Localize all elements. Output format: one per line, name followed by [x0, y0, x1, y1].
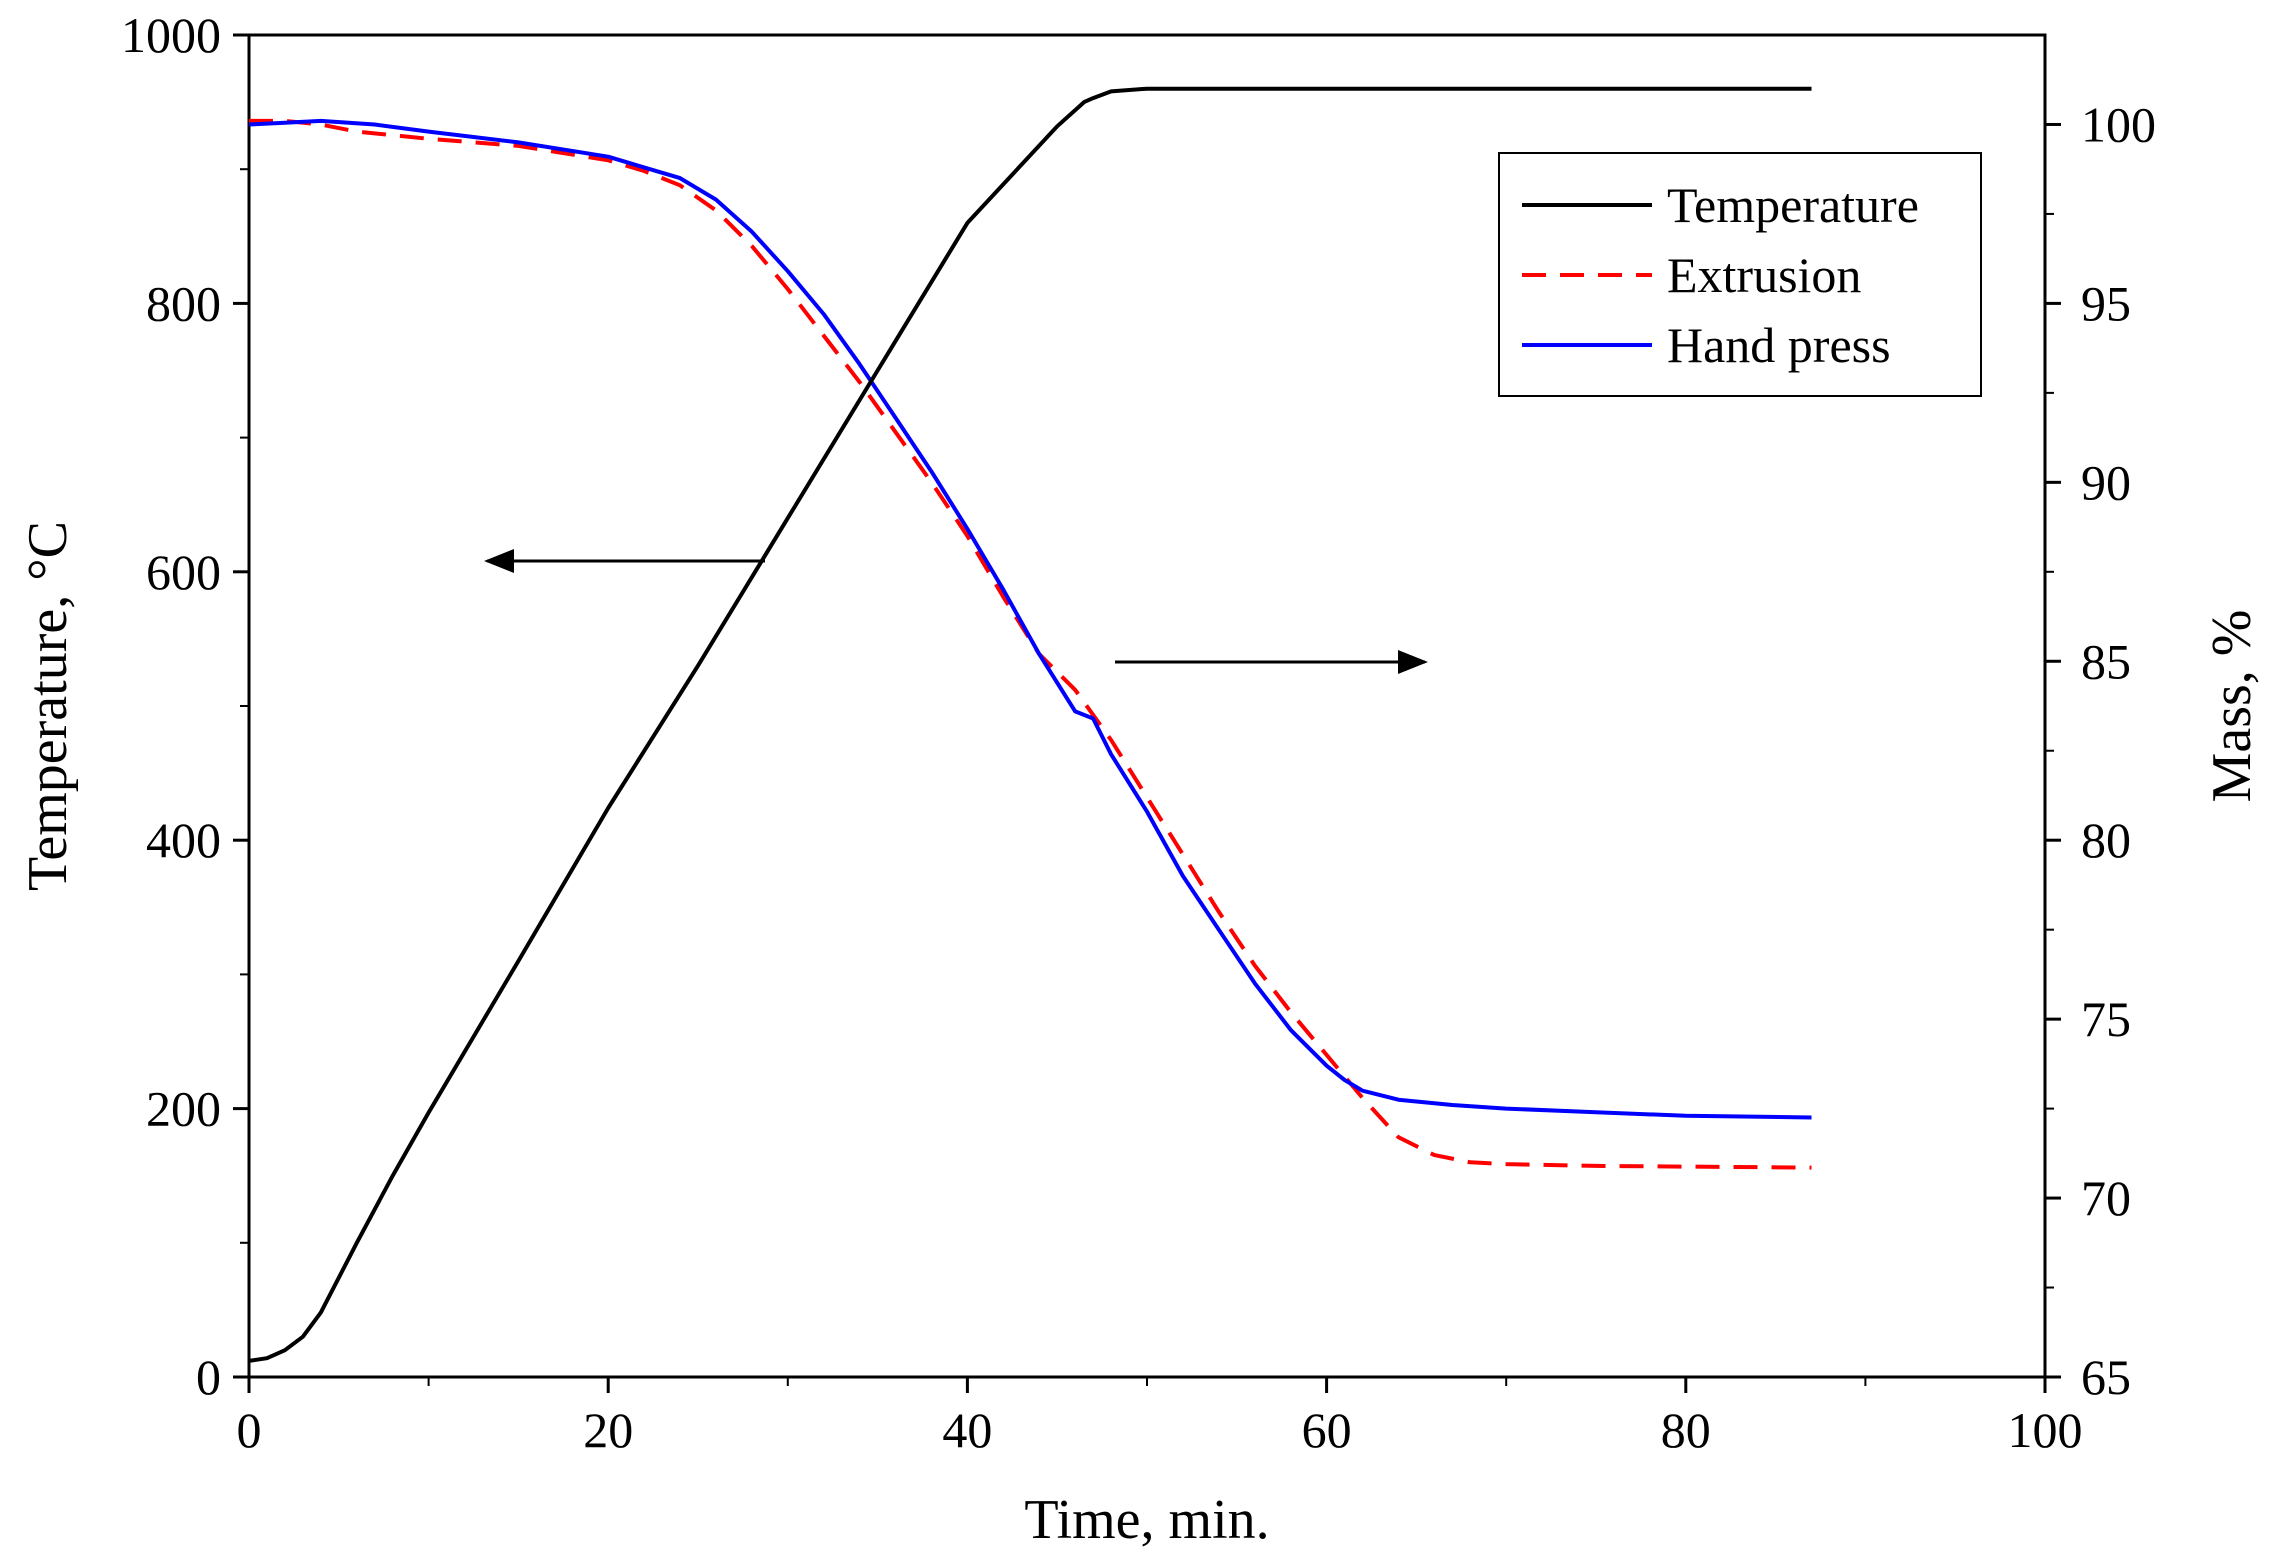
y-right-tick-label-6: 95: [2081, 275, 2131, 331]
y-right-tick-label-7: 100: [2081, 96, 2156, 152]
x-tick-label-1: 20: [583, 1402, 633, 1458]
y-left-tick-label-4: 800: [146, 275, 221, 331]
y-left-tick-label-3: 600: [146, 544, 221, 600]
x-tick-label-2: 40: [942, 1402, 992, 1458]
y-right-tick-label-3: 80: [2081, 812, 2131, 868]
series-line-hand-press: [248, 118, 1812, 1120]
x-tick-label-5: 100: [2008, 1402, 2083, 1458]
y-right-tick-label-4: 85: [2081, 633, 2131, 689]
y-right-tick-label-2: 75: [2081, 991, 2131, 1047]
axis-ticks: 0 20 40 60 80 1000200400600800100065707580859…: [121, 7, 2156, 1458]
legend-label-extrusion: Extrusion: [1667, 247, 1861, 303]
x-axis-title: Time, min.: [1024, 1489, 1269, 1551]
y-right-axis-title: Mass, %: [2201, 610, 2263, 803]
legend-label-hand-press: Hand press: [1667, 317, 1891, 373]
y-left-tick-label-5: 1000: [121, 7, 221, 63]
data-series: [248, 86, 1812, 1363]
y-right-tick-label-5: 90: [2081, 454, 2131, 510]
y-left-tick-label-2: 400: [146, 812, 221, 868]
legend-label-temperature: Temperature: [1667, 177, 1919, 233]
y-right-tick-label-1: 70: [2081, 1170, 2131, 1226]
y-right-tick-label-0: 65: [2081, 1349, 2131, 1405]
y-left-tick-label-0: 0: [196, 1349, 221, 1405]
x-tick-label-0: 0: [237, 1402, 262, 1458]
y-left-axis-title: Temperature, °C: [17, 521, 79, 891]
series-line-temperature: [248, 86, 1812, 1363]
x-tick-label-4: 80: [1661, 1402, 1711, 1458]
x-tick-label-3: 60: [1302, 1402, 1352, 1458]
legend: Temperature Extrusion Hand press: [1498, 152, 1982, 397]
series-line-extrusion: [249, 118, 1812, 1170]
y-left-tick-label-1: 200: [146, 1081, 221, 1137]
